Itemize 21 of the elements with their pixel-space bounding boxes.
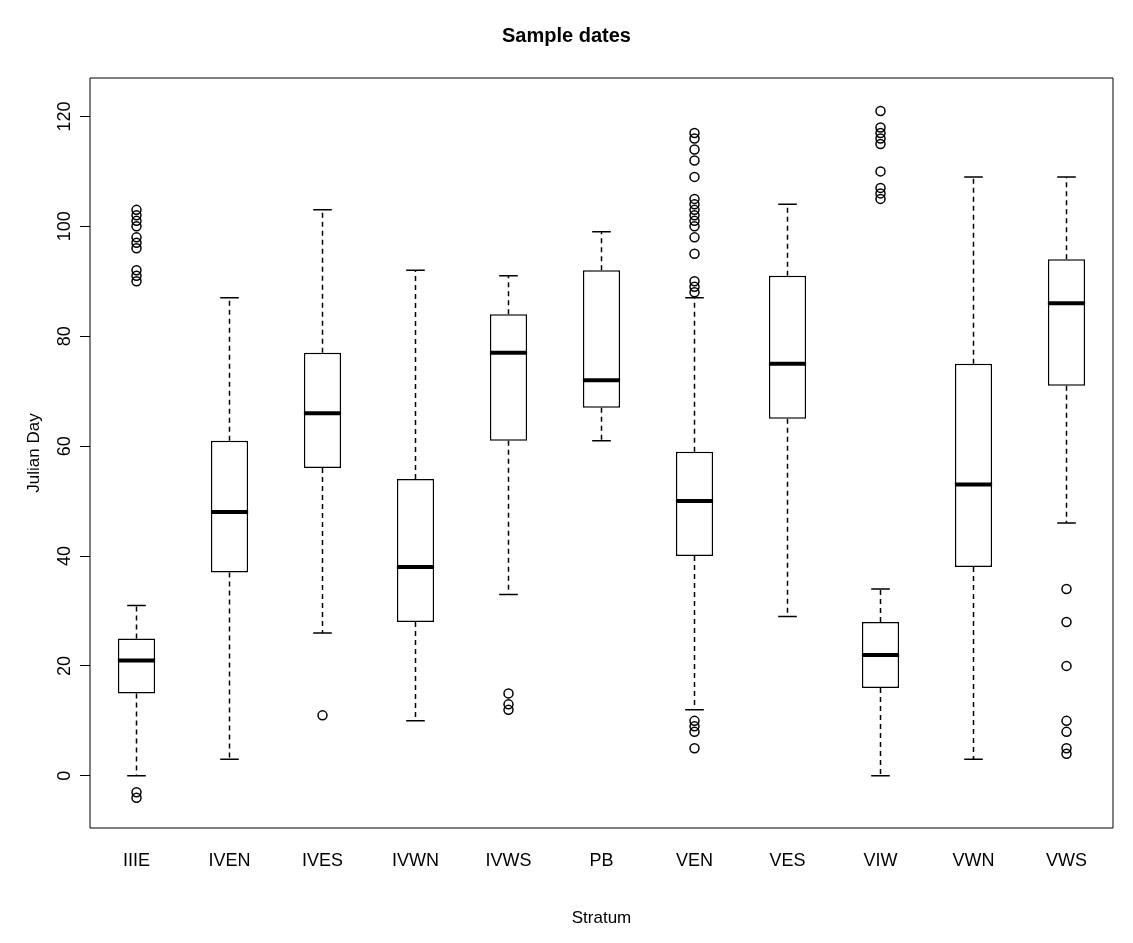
x-tick-label: VWS	[1045, 849, 1088, 870]
x-tick-label: VES	[769, 849, 806, 870]
y-tick-label: 60	[53, 436, 74, 457]
y-tick-label: 0	[53, 770, 74, 781]
x-tick-label: IVEN	[208, 849, 251, 870]
y-tick-label: 20	[53, 655, 74, 676]
y-axis-title: Julian Day	[23, 412, 43, 493]
chart-title: Sample dates	[502, 23, 631, 46]
x-axis-title: Stratum	[571, 908, 632, 928]
y-tick-label: 100	[53, 211, 74, 242]
x-tick-label: IVES	[301, 849, 344, 870]
x-tick-label: IIIE	[122, 849, 151, 870]
x-tick-label: VWN	[952, 849, 995, 870]
y-tick-label: 40	[53, 546, 74, 567]
x-tick-label: IVWS	[485, 849, 532, 870]
x-tick-label: IVWN	[392, 849, 439, 870]
x-tick-label: VIW	[863, 849, 898, 870]
y-tick-label: 80	[53, 326, 74, 347]
x-tick-label: PB	[589, 849, 614, 870]
x-tick-label: VEN	[675, 849, 714, 870]
y-tick-label: 120	[53, 101, 74, 132]
